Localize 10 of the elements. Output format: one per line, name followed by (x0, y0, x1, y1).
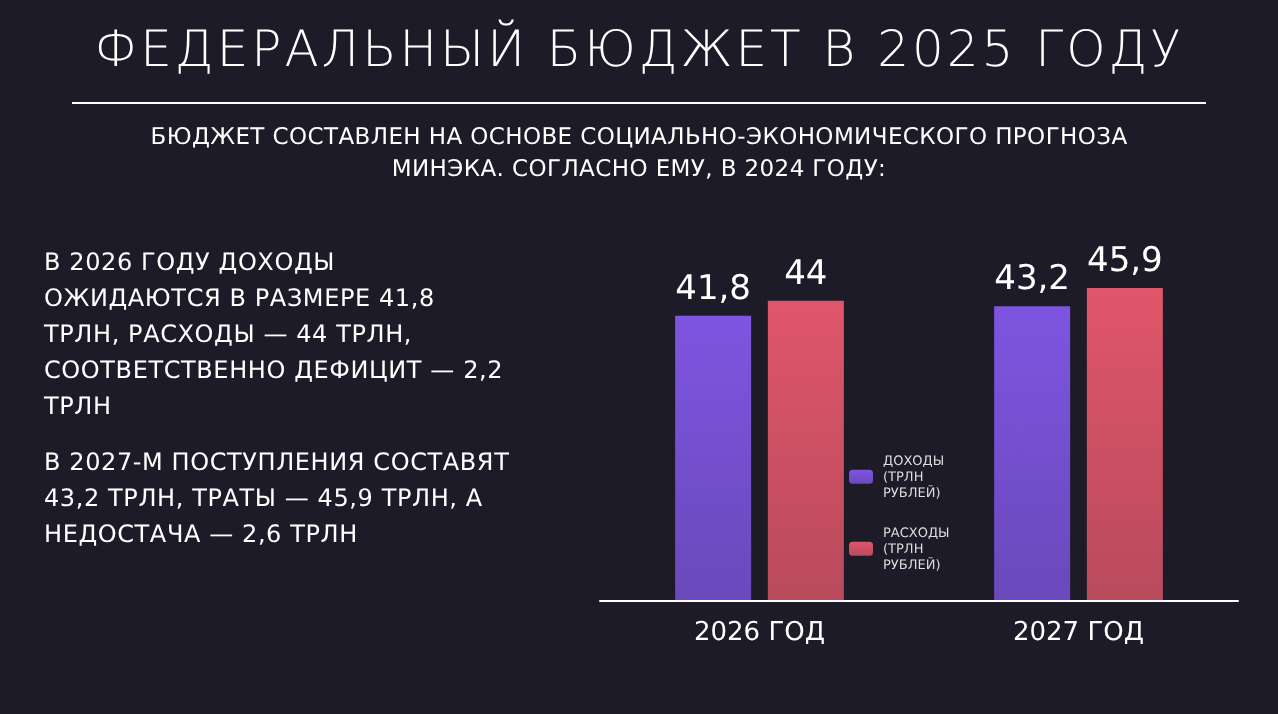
data-label: 44 (784, 253, 828, 294)
x-tick-label: 2027 ГОД (1012, 618, 1145, 648)
data-label: 45,9 (1087, 240, 1163, 281)
x-tick-label: 2026 ГОД (693, 618, 826, 648)
data-label: 43,2 (994, 259, 1070, 300)
chart-subtitle: БЮДЖЕТ СОСТАВЛЕН НА ОСНОВЕ СОЦИАЛЬНО-ЭКОНОМИЧЕСКОГО ПРОГНОЗА МИНЭКА. СОГЛАСНО ЕМУ, В 2024 ГОДУ: (148, 120, 1130, 184)
text: В 2026 ГОДУ ДОХОДЫ ОЖИДАЮТСЯ В РАЗМЕРЕ 41,8 ТРЛН, РАСХОДЫ — 44 ТРЛН, СООТВЕТСТВЕННО ДЕФИЦИТ — 2,2 ТРЛН (44, 246, 506, 424)
chart-title: ФЕДЕРАЛЬНЫЙ БЮДЖЕТ В 2025 ГОДУ (92, 20, 1186, 78)
text: В 2027-М ПОСТУПЛЕНИЯ СОСТАВЯТ 43,2 ТРЛН, ТРАТЫ — 45,9 ТРЛН, А НЕДОСТАЧА — 2,6 ТРЛН (44, 446, 512, 552)
data-label: 41,8 (675, 268, 751, 309)
